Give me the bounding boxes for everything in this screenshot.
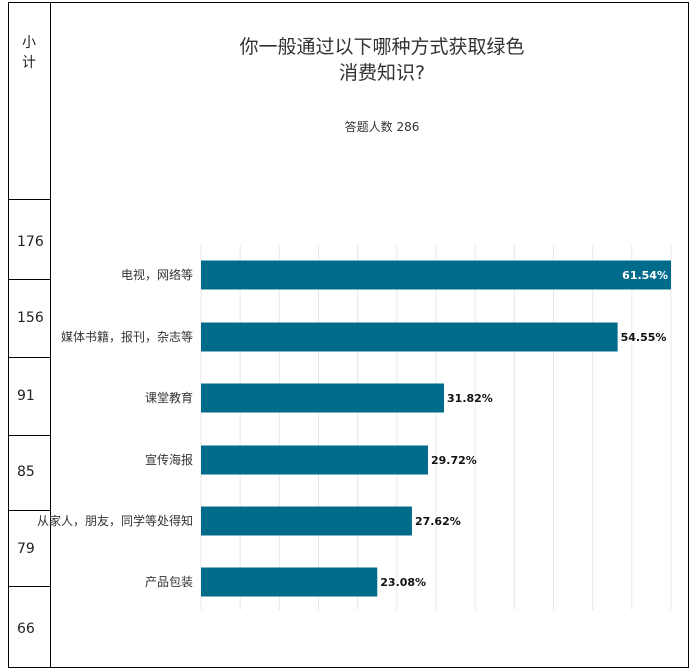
count-value: 79: [17, 541, 35, 557]
count-value: 156: [17, 310, 44, 326]
table-frame: [8, 2, 689, 668]
value-label: 61.54%: [622, 269, 668, 282]
category-label: 课堂教育: [145, 390, 193, 405]
count-value: 176: [17, 234, 44, 250]
value-label: 23.08%: [380, 576, 426, 589]
bar: [201, 322, 618, 352]
count-cell: 176: [8, 200, 50, 280]
category-label: 媒体书籍，报刊，杂志等: [61, 329, 193, 344]
count-value: 91: [17, 388, 35, 404]
count-value: 85: [17, 464, 35, 480]
count-cell: 85: [8, 436, 50, 511]
chart-title: 你一般通过以下哪种方式获取绿色消费知识?: [239, 36, 525, 84]
value-label: 31.82%: [447, 392, 493, 405]
category-label: 电视，网络等: [121, 267, 193, 282]
count-value: 66: [17, 621, 35, 637]
bar: [201, 567, 378, 597]
bar: [201, 260, 671, 290]
bars: [201, 260, 671, 597]
category-label: 宣传海报: [145, 452, 193, 467]
gridlines: [200, 245, 672, 610]
count-cell: 91: [8, 358, 50, 436]
value-label: 29.72%: [431, 454, 477, 467]
value-label: 54.55%: [621, 331, 667, 344]
category-label: 产品包装: [145, 575, 193, 589]
count-header-cell: 小计: [8, 2, 50, 200]
category-label: 从家人，朋友，同学等处得知: [37, 513, 193, 528]
chart-subtitle: 答题人数 286: [344, 120, 420, 134]
bar: [201, 506, 412, 536]
count-cell: 66: [8, 587, 50, 668]
count-column: 小计 176 156 91 85 79 66: [8, 2, 51, 668]
count-cell: 79: [8, 511, 50, 587]
value-label: 27.62%: [415, 515, 461, 528]
bar: [201, 445, 428, 475]
bar: [201, 383, 445, 413]
count-cell: 156: [8, 280, 50, 358]
labels: 电视，网络等 61.54% 媒体书籍，报刊，杂志等 54.55% 课堂教育 31.82% 宣…: [37, 267, 668, 589]
count-header: 小计: [22, 35, 36, 71]
